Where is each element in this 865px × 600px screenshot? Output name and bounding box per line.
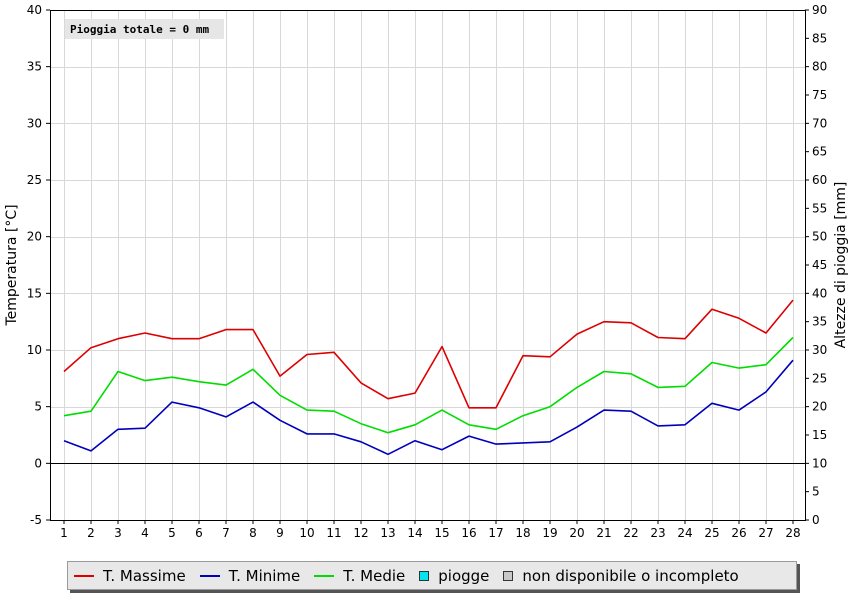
y2-tick-label: 20: [812, 400, 827, 414]
y2-tick-label: 80: [812, 60, 827, 74]
x-tick-label: 16: [461, 526, 476, 540]
annotation-box: [65, 19, 224, 39]
x-tick-label: 24: [677, 526, 692, 540]
y2-tick-label: 85: [812, 31, 827, 45]
legend-line-swatch: [314, 574, 335, 577]
x-tick-label: 22: [623, 526, 638, 540]
series-group: [63, 299, 794, 456]
y2-tick-label: 50: [812, 230, 827, 244]
x-tick-label: 26: [731, 526, 746, 540]
legend-item: non disponibile o incompleto: [503, 566, 739, 585]
annotation-text: Pioggia totale = 0 mm: [70, 23, 209, 36]
x-tick-label: 2: [87, 526, 95, 540]
x-tick-label: 8: [249, 526, 257, 540]
x-tick-label: 10: [299, 526, 314, 540]
x-axis-ticks: 1 2 3 4 5 6 7 8 9 10 11 12 13 14 15 16 17 18 19 20 21 22 23 24 2…: [60, 520, 801, 540]
x-tick-label: 7: [222, 526, 230, 540]
y-tick-label: 5: [34, 400, 42, 414]
legend-box-swatch: [503, 570, 514, 581]
plot-area: [50, 10, 805, 520]
legend-label: piogge: [438, 566, 490, 585]
y2-axis-label: Altezze di pioggia [mm]: [833, 182, 849, 349]
legend-item: T. Medie: [314, 567, 405, 585]
rain-total-annotation: Pioggia totale = 0 mm: [65, 19, 224, 39]
y2-tick-label: 60: [812, 173, 827, 187]
y-tick-label: 25: [27, 173, 42, 187]
y-axis-label: Temperatura [°C]: [4, 204, 20, 326]
y-tick-label: 40: [27, 3, 42, 17]
y-tick-label: 35: [27, 60, 42, 74]
x-tick-label: 12: [353, 526, 368, 540]
x-tick-label: 14: [407, 526, 422, 540]
legend-label: T. Medie: [343, 566, 406, 585]
y-tick-label: 20: [27, 230, 42, 244]
series-line-t-minime: [63, 359, 794, 456]
x-tick-label: 28: [785, 526, 800, 540]
legend-label: non disponibile o incompleto: [522, 566, 739, 585]
y2-tick-label: 40: [812, 286, 827, 300]
y-tick-label: 0: [34, 456, 42, 470]
legend-box-swatch: [419, 570, 430, 581]
x-tick-label: 15: [434, 526, 449, 540]
legend-line-swatch: [74, 574, 94, 577]
legend-item: piogge: [419, 567, 489, 585]
x-tick-label: 6: [195, 526, 203, 540]
y2-tick-label: 70: [812, 116, 827, 130]
x-tick-label: 21: [596, 526, 611, 540]
y2-tick-label: 15: [812, 428, 827, 442]
x-tick-label: 5: [168, 526, 176, 540]
x-tick-label: 17: [488, 526, 503, 540]
legend-item: T. Minime: [199, 566, 301, 585]
y-tick-label: -5: [30, 513, 42, 527]
x-tick-label: 25: [704, 526, 719, 540]
x-tick-label: 3: [114, 526, 122, 540]
y2-tick-label: 45: [812, 258, 827, 272]
grid: [50, 10, 805, 521]
series-line-t-massime: [63, 299, 794, 409]
x-tick-label: 9: [276, 526, 284, 540]
x-tick-label: 20: [569, 526, 584, 540]
x-tick-label: 23: [650, 526, 665, 540]
legend-label: T. Massime: [103, 566, 186, 585]
y2-tick-label: 10: [812, 456, 827, 470]
y2-tick-label: 55: [812, 201, 827, 215]
x-tick-label: 13: [380, 526, 395, 540]
legend-item: T. Massime: [74, 567, 186, 585]
y-tick-label: 15: [27, 286, 42, 300]
y2-tick-label: 75: [812, 88, 827, 102]
x-tick-label: 18: [515, 526, 530, 540]
legend: T. Massime T. Minime T. Medie piogge non dis…: [67, 561, 797, 590]
y-axis-ticks: -5 0 5 10 15 20 25 30 35 40: [27, 3, 50, 527]
series-line-t-medie: [63, 336, 794, 434]
x-tick-label: 19: [542, 526, 557, 540]
y2-axis-ticks: 0 5 10 15 20 25 30 35 40 45 50 55 60 65 70 75 80 85 90: [805, 3, 827, 527]
y2-tick-label: 0: [812, 513, 820, 527]
legend-label: T. Minime: [228, 566, 301, 585]
y-tick-label: 30: [27, 116, 42, 130]
y2-tick-label: 90: [812, 3, 827, 17]
y2-tick-label: 65: [812, 145, 827, 159]
x-tick-label: 11: [326, 526, 341, 540]
x-tick-label: 27: [758, 526, 773, 540]
y2-tick-label: 30: [812, 343, 827, 357]
x-tick-label: 1: [60, 526, 68, 540]
y2-tick-label: 5: [812, 485, 820, 499]
y2-tick-label: 25: [812, 371, 827, 385]
legend-line-swatch: [199, 574, 220, 577]
y2-tick-label: 35: [812, 315, 827, 329]
y-tick-label: 10: [27, 343, 42, 357]
x-tick-label: 4: [141, 526, 149, 540]
